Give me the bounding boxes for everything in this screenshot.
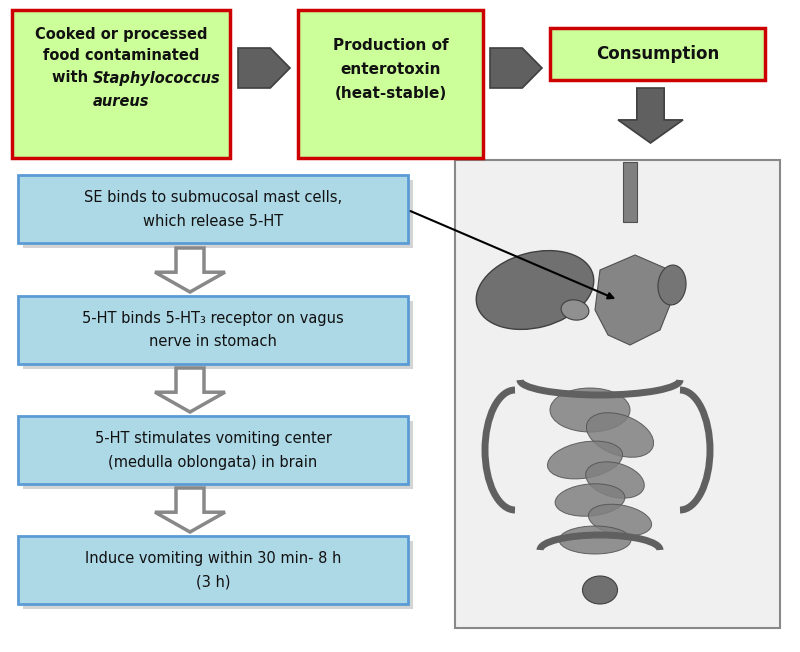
Ellipse shape (582, 576, 618, 604)
Text: Staphylococcus: Staphylococcus (93, 70, 221, 85)
Polygon shape (155, 488, 225, 532)
Polygon shape (595, 255, 672, 345)
Text: (3 h): (3 h) (196, 574, 230, 589)
Text: enterotoxin: enterotoxin (340, 63, 441, 78)
Text: food contaminated: food contaminated (43, 48, 199, 63)
Ellipse shape (550, 388, 630, 432)
Ellipse shape (547, 441, 622, 479)
Text: (heat-stable): (heat-stable) (334, 87, 446, 102)
Bar (12, 10, 230, 158)
Bar (18, 536, 408, 604)
Text: 5-HT binds 5-HT₃ receptor on vagus: 5-HT binds 5-HT₃ receptor on vagus (82, 310, 344, 325)
Text: aureus: aureus (93, 95, 150, 110)
Ellipse shape (586, 413, 654, 457)
Bar (23, 301, 413, 369)
Bar (18, 416, 408, 484)
Bar (23, 180, 413, 248)
Ellipse shape (588, 504, 652, 536)
Text: which release 5-HT: which release 5-HT (143, 213, 283, 228)
Polygon shape (155, 248, 225, 292)
Text: SE binds to submucosal mast cells,: SE binds to submucosal mast cells, (84, 190, 342, 205)
Bar (18, 175, 408, 243)
Bar (23, 541, 413, 609)
Polygon shape (618, 88, 683, 143)
Text: Cooked or processed: Cooked or processed (34, 27, 207, 42)
Ellipse shape (555, 484, 625, 516)
Bar (18, 296, 408, 364)
Ellipse shape (658, 265, 686, 305)
Bar (23, 421, 413, 489)
Bar (455, 160, 780, 628)
Text: Production of: Production of (333, 38, 448, 53)
Polygon shape (490, 48, 542, 88)
Bar (623, 162, 637, 222)
Bar (298, 10, 483, 158)
Text: Induce vomiting within 30 min- 8 h: Induce vomiting within 30 min- 8 h (85, 550, 341, 565)
Ellipse shape (559, 526, 631, 554)
Polygon shape (155, 368, 225, 412)
Text: with: with (52, 70, 93, 85)
Text: nerve in stomach: nerve in stomach (149, 334, 277, 349)
Text: 5-HT stimulates vomiting center: 5-HT stimulates vomiting center (94, 430, 331, 445)
Polygon shape (238, 48, 290, 88)
Text: Consumption: Consumption (596, 45, 719, 63)
Ellipse shape (586, 462, 644, 498)
Text: (medulla oblongata) in brain: (medulla oblongata) in brain (108, 454, 318, 469)
Ellipse shape (561, 300, 589, 320)
Bar (550, 28, 765, 80)
Ellipse shape (476, 250, 594, 329)
